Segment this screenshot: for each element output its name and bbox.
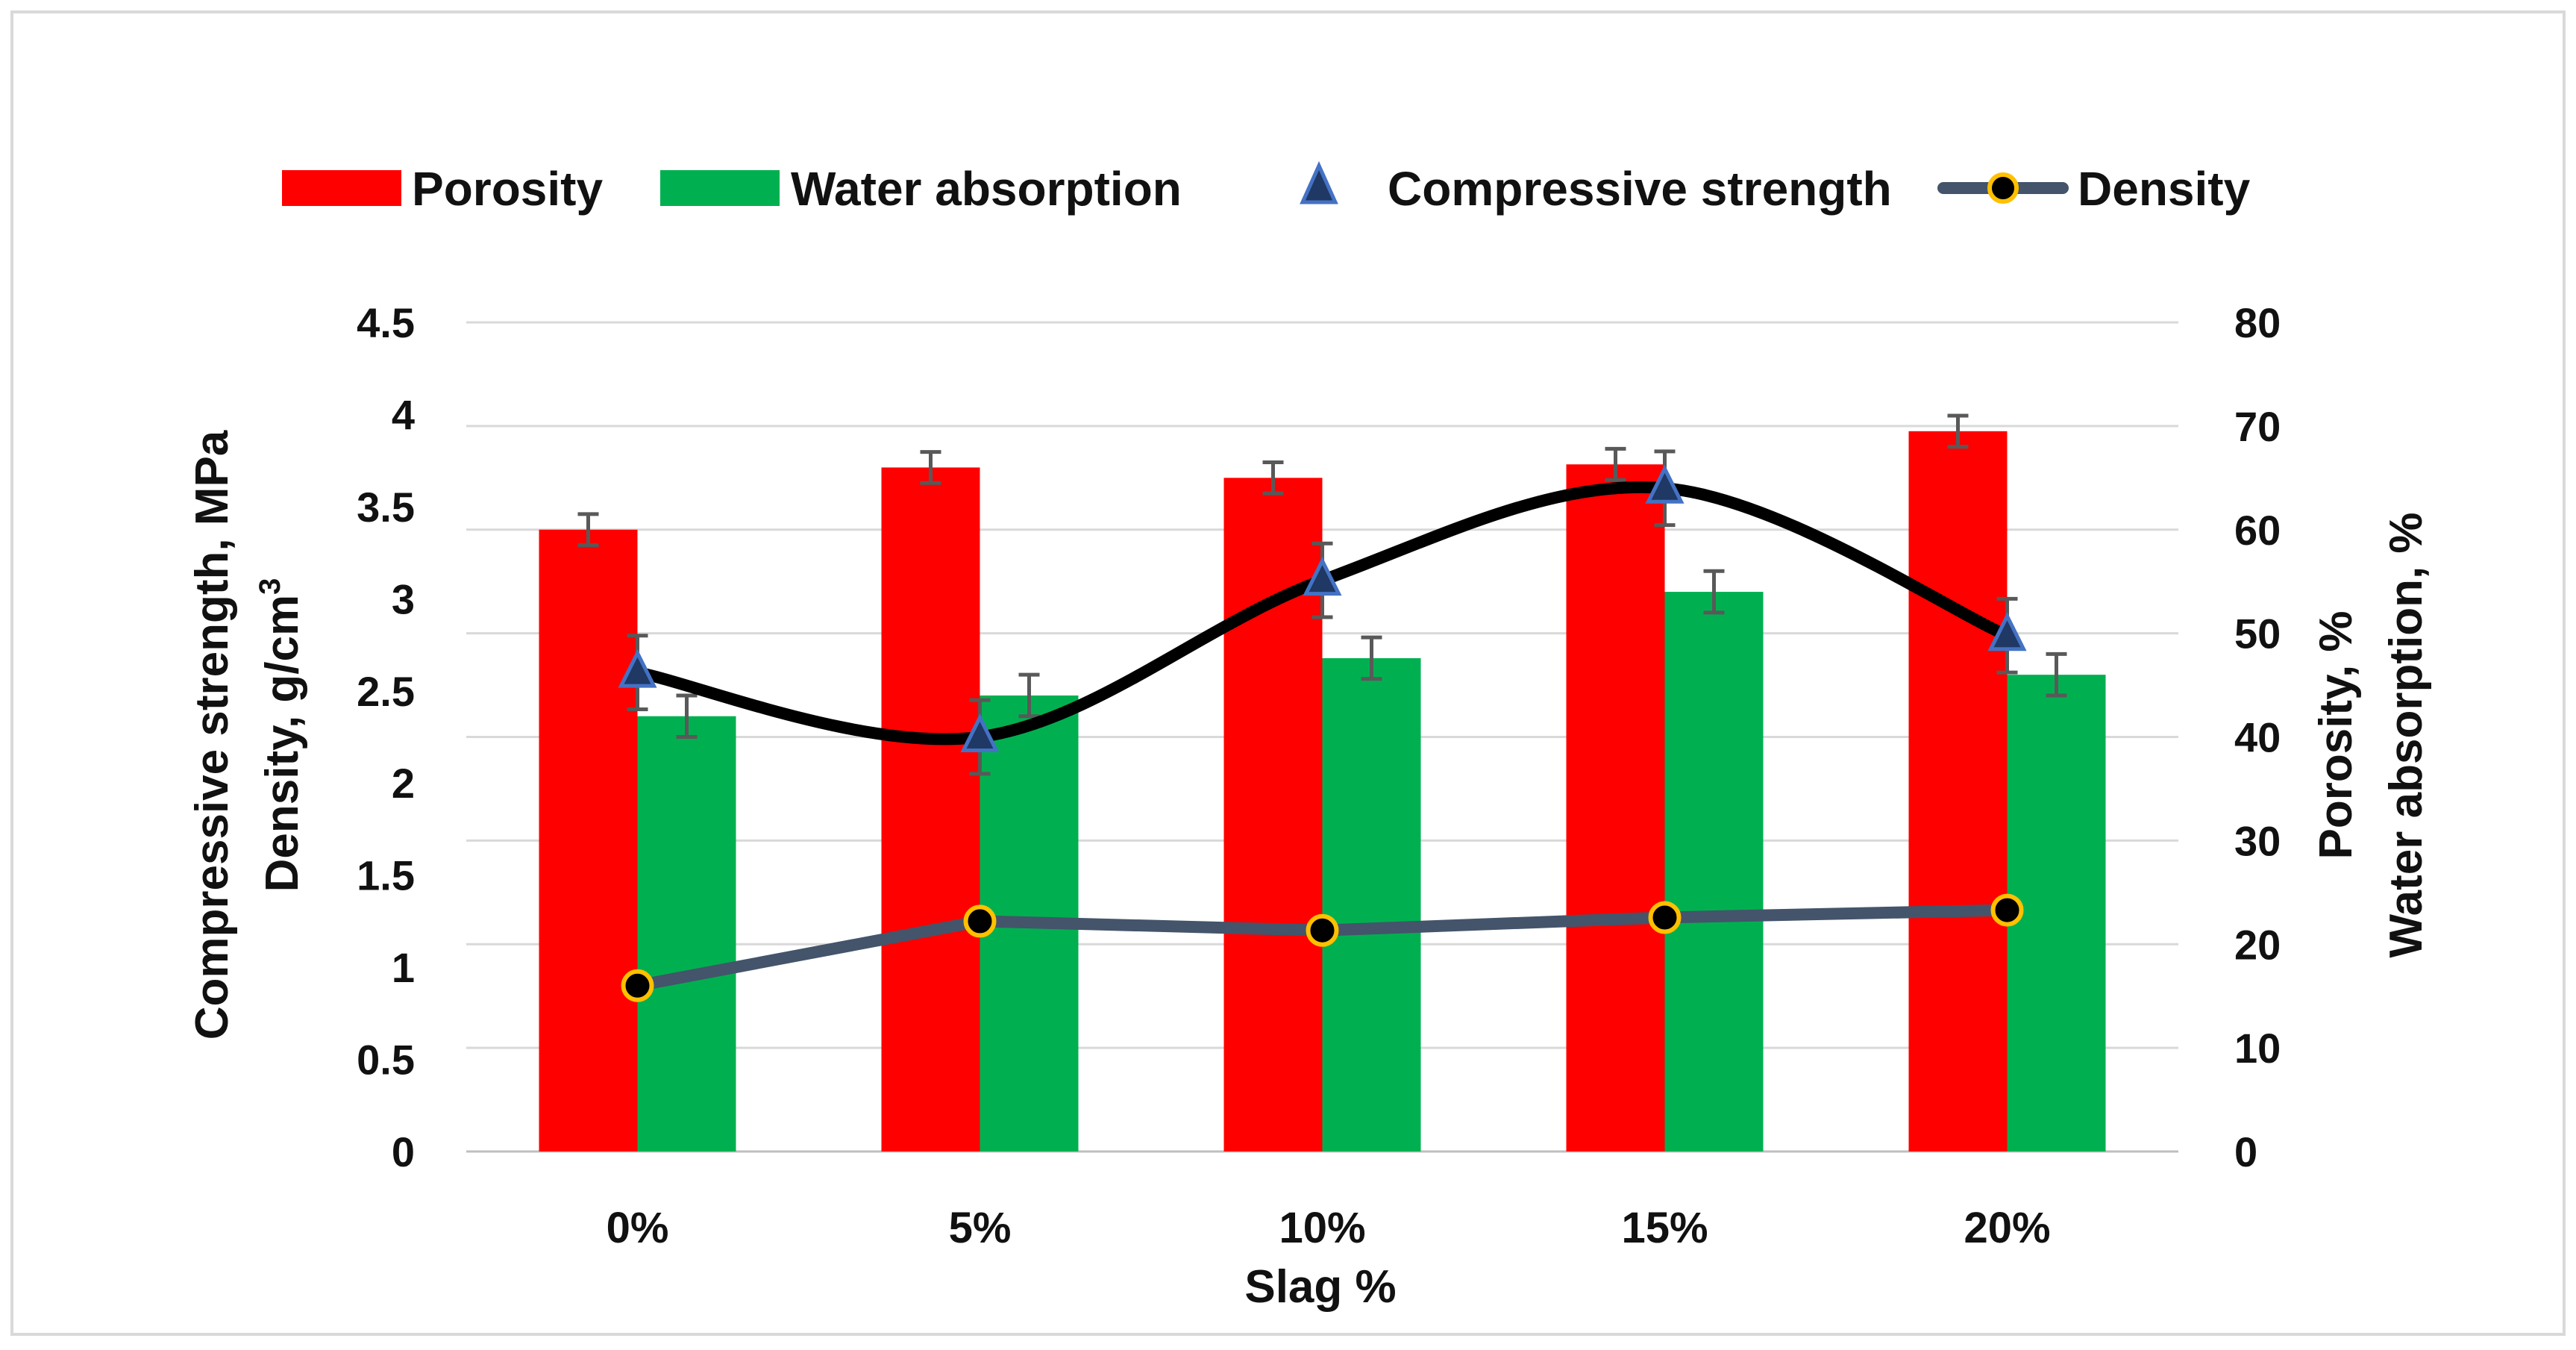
left-tick-label: 3.5 [357,484,415,531]
right-tick-label: 50 [2234,610,2281,657]
porosity-bar [1908,431,2008,1151]
left-tick-label: 4.5 [357,299,415,346]
porosity-bar [539,529,638,1151]
legend-marker-compressive-strength [1300,160,1338,204]
right-tick-label: 60 [2234,507,2281,554]
right-tick-label: 20 [2234,921,2281,968]
porosity-bar [1566,464,1665,1151]
legend: Porosity Water absorption Compressive st… [282,160,2251,216]
compressive-strength-point [1303,557,1342,596]
x-tick-label: 15% [1621,1204,1708,1252]
left-axis-title-line-2-group: Density, g/cm3 [254,578,308,893]
x-tick-label: 10% [1279,1204,1365,1252]
left-tick-label: 2.5 [357,668,415,715]
legend-marker-density [1987,172,2019,204]
compressive-strength-point [1645,464,1685,504]
right-tick-label: 10 [2234,1025,2281,1072]
legend-label-water-absorption: Water absorption [791,162,1182,216]
water-absorption-bar [637,716,736,1151]
porosity-bar [881,467,980,1151]
left-axis-title-superscript: 3 [254,578,286,595]
legend-label-density: Density [2078,162,2251,216]
left-axis-title: Compressive strength, MPa Density, g/cm3 [187,430,308,1040]
left-tick-label: 2 [392,760,415,807]
density-point [621,969,654,1002]
compressive-strength-point [960,713,1000,752]
right-axis-title: Porosity, % Water absorption, % [2310,512,2432,957]
legend-swatch-porosity [282,170,401,206]
density-point [1990,893,2024,927]
right-tick-label: 0 [2234,1128,2257,1175]
markers-layer [618,464,2027,1002]
left-tick-label: 4 [392,391,415,438]
x-tick-label: 20% [1964,1204,2050,1252]
left-tick-label: 0.5 [357,1037,415,1084]
x-axis-title: Slag % [1244,1261,1396,1313]
legend-label-compressive-strength: Compressive strength [1388,162,1892,216]
compressive-strength-point [618,649,657,688]
right-axis-title-line-1: Porosity, % [2310,610,2362,859]
compressive-strength-point [1987,612,2027,651]
water-absorption-bar [2007,675,2106,1151]
right-axis-title-line-2: Water absorption, % [2381,512,2432,957]
legend-swatch-water-absorption [660,170,780,206]
left-tick-label: 3 [392,575,415,622]
left-axis-title-line-1: Compressive strength, MPa [187,430,238,1040]
left-tick-label: 1.5 [357,852,415,899]
right-tick-label: 80 [2234,299,2281,346]
right-tick-label: 70 [2234,403,2281,450]
water-absorption-bar [1322,657,1421,1151]
left-axis-title-line-2: Density, g/cm [257,595,308,893]
tick-labels: 0 0.5 1 1.5 2 2.5 3 3.5 4 4.5 0 10 20 30 40 50 60 70 80 0% 5… [357,299,2281,1252]
density-point [1648,901,1682,934]
right-tick-label: 30 [2234,817,2281,864]
left-tick-label: 1 [392,944,415,991]
porosity-bar [1223,478,1323,1151]
left-tick-label: 0 [392,1128,415,1175]
x-tick-label: 5% [949,1204,1012,1252]
right-tick-label: 40 [2234,714,2281,761]
bars-layer [539,431,2106,1151]
density-point [963,904,997,938]
x-tick-label: 0% [607,1204,669,1252]
water-absorption-bar [1664,592,1764,1151]
legend-label-porosity: Porosity [412,162,603,216]
density-point [1306,913,1339,947]
